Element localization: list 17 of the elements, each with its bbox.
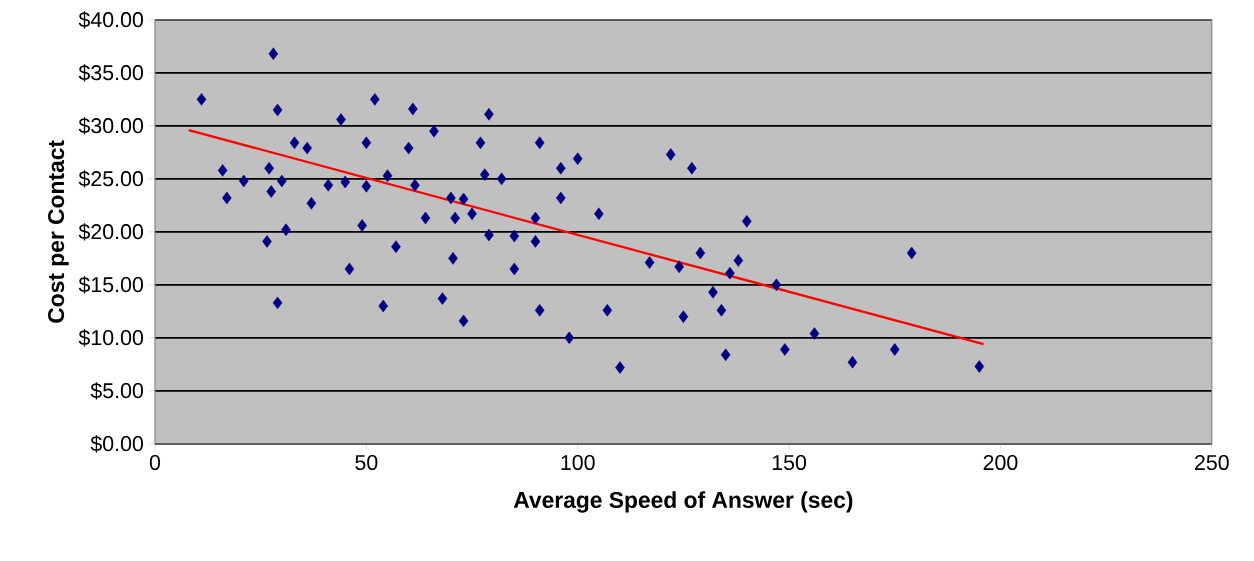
y-tick-label: $35.00 <box>78 64 144 82</box>
x-tick-label: 150 <box>772 455 807 471</box>
y-tick-label: $15.00 <box>78 276 144 294</box>
y-tick-label: $25.00 <box>78 170 144 188</box>
y-tick-label: $40.00 <box>78 11 144 29</box>
y-tick-label: $10.00 <box>78 329 144 347</box>
x-tick-label: 100 <box>561 455 595 471</box>
y-tick-label: $5.00 <box>90 382 144 400</box>
y-tick-label: $30.00 <box>78 117 144 135</box>
x-tick-label: 200 <box>983 455 1018 471</box>
x-tick-label: 250 <box>1195 455 1229 471</box>
x-tick-label: 0 <box>149 455 161 471</box>
y-tick-label: $20.00 <box>78 223 144 241</box>
x-tick-label: 50 <box>355 455 378 471</box>
y-tick-label: $0.00 <box>90 435 144 453</box>
x-axis-title: Average Speed of Answer (sec) <box>513 491 853 513</box>
y-axis-title: Cost per Contact <box>48 140 69 323</box>
